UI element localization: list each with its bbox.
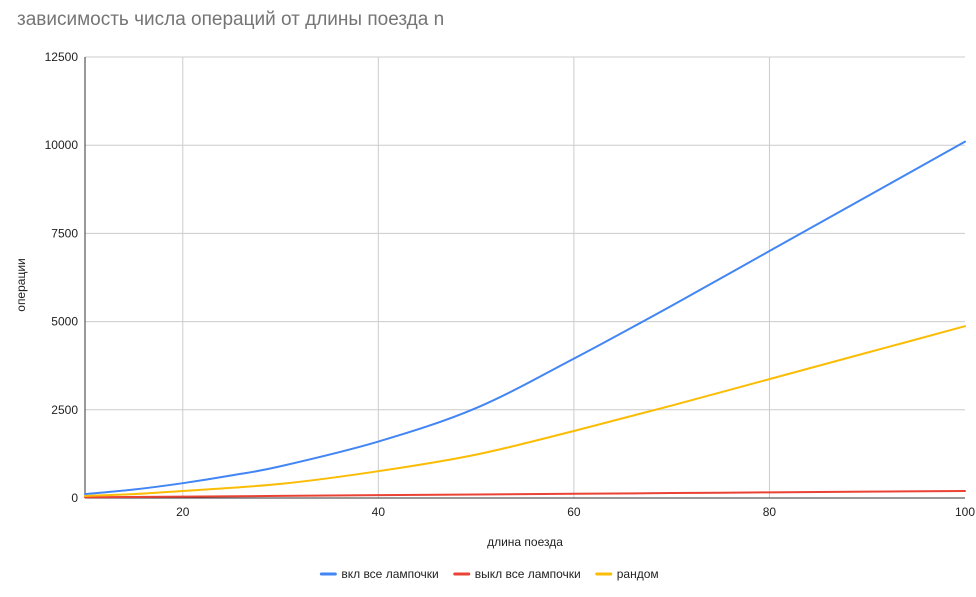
y-axis-title: операции — [14, 258, 28, 311]
legend-label: вкл все лампочки — [341, 567, 438, 581]
series-line-random — [84, 325, 966, 497]
y-tick-label: 7500 — [51, 226, 78, 240]
y-tick-label: 0 — [71, 491, 78, 505]
y-tick-label: 10000 — [45, 138, 79, 152]
chart-title: зависимость числа операций от длины поез… — [17, 9, 445, 30]
x-tick-label: 80 — [763, 505, 777, 519]
legend-label: рандом — [617, 567, 659, 581]
axes — [84, 57, 965, 499]
y-tick-label: 2500 — [51, 403, 78, 417]
series-line-off — [84, 489, 966, 499]
x-tick-label: 40 — [372, 505, 386, 519]
tick-labels: 0 2500 5000 7500 10000 12500 20 40 60 80 100 — [45, 50, 976, 519]
series-lines — [84, 140, 966, 499]
legend-label: выкл все лампочки — [475, 567, 581, 581]
x-tick-label: 20 — [176, 505, 190, 519]
x-tick-label: 60 — [567, 505, 581, 519]
y-tick-label: 12500 — [45, 50, 79, 64]
series-line-on — [84, 140, 966, 496]
y-tick-label: 5000 — [51, 315, 78, 329]
x-tick-label: 100 — [955, 505, 975, 519]
x-axis-title: длина поезда — [487, 535, 563, 549]
grid — [85, 56, 965, 498]
legend: вкл все лампочки выкл все лампочки рандом — [319, 567, 659, 581]
